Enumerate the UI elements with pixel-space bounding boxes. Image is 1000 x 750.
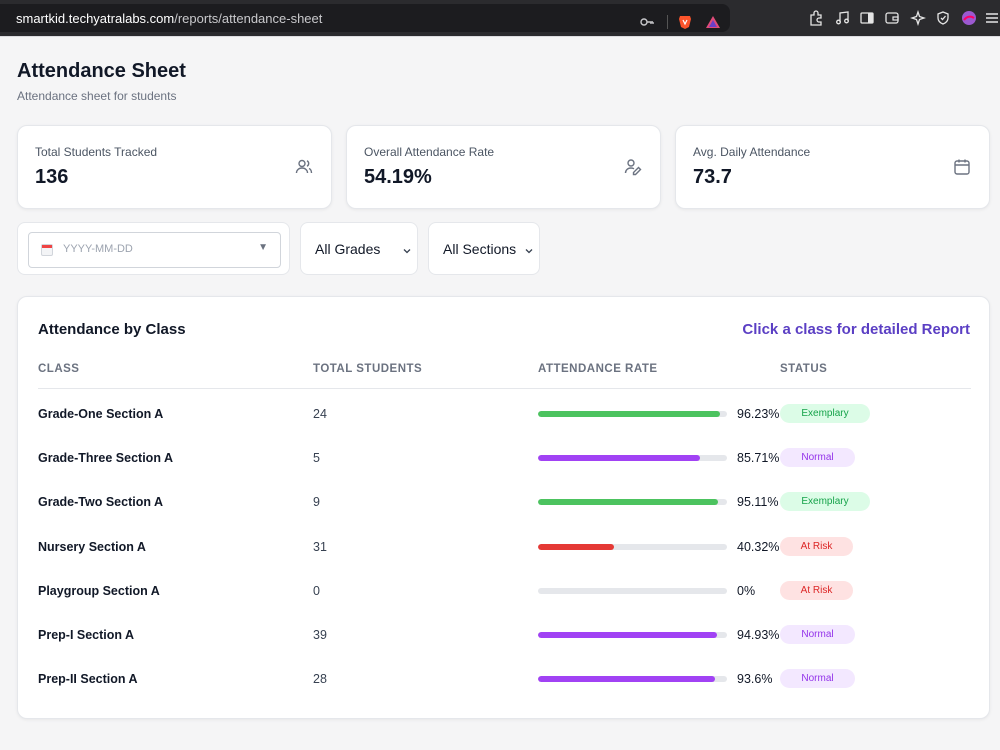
grade-select-value: All Grades [315,241,381,257]
stat-value: 54.19% [364,166,432,188]
address-url[interactable]: smartkid.techyatralabs.com/reports/atten… [16,11,322,26]
address-bar[interactable]: smartkid.techyatralabs.com/reports/atten… [0,4,730,32]
user-edit-icon [623,157,643,177]
status-badge: At Risk [780,581,853,600]
section-select-value: All Sections [443,241,517,257]
extensions-icon[interactable] [807,9,825,27]
page-title: Attendance Sheet [17,60,186,82]
class-name: Prep-I Section A [38,628,135,642]
brave-shield-icon[interactable] [676,13,694,31]
toolbar-divider [0,36,1000,37]
wallet-icon[interactable] [883,9,901,27]
attendance-progress-fill [538,455,700,461]
section-select[interactable]: All Sections [428,222,540,275]
attendance-rate: 0% [737,584,756,598]
attendance-rate: 95.11% [737,495,779,509]
attendance-rate: 94.93% [737,628,780,642]
vpn-shield-icon[interactable] [934,9,952,27]
dropdown-triangle-icon: ▼ [258,242,268,253]
detailed-report-link[interactable]: Click a class for detailed Report [742,321,970,338]
status-badge: At Risk [780,537,853,556]
browser-toolbar: smartkid.techyatralabs.com/reports/atten… [0,0,1000,36]
attendance-rate: 40.32% [737,540,780,554]
total-students: 9 [313,495,320,509]
attendance-progress-bar [538,544,727,550]
users-icon [294,157,314,177]
stat-value: 73.7 [693,166,732,188]
stat-value: 136 [35,166,69,188]
total-students: 31 [313,540,327,554]
class-name: Nursery Section A [38,540,146,554]
table-row[interactable]: Nursery Section A 31 40.32% At Risk [18,533,991,577]
menu-icon[interactable] [983,9,1000,27]
class-name: Grade-One Section A [38,407,164,421]
urlbar-divider [667,13,669,31]
column-header-status: STATUS [780,363,828,375]
column-header-attendance-rate: ATTENDANCE RATE [538,363,658,375]
attendance-table-card: Attendance by Class Click a class for de… [17,296,990,719]
stat-label: Avg. Daily Attendance [693,145,811,159]
status-badge: Exemplary [780,492,870,511]
table-row[interactable]: Grade-Three Section A 5 85.71% Normal [18,444,991,488]
calendar-icon [952,157,972,177]
attendance-progress-fill [538,676,715,682]
attendance-rate: 93.6% [737,672,773,686]
date-placeholder: YYYY-MM-DD [63,243,133,255]
table-title: Attendance by Class [38,321,186,338]
attendance-rate: 85.71% [737,451,780,465]
total-students: 0 [313,584,320,598]
brave-rewards-icon[interactable] [704,13,722,31]
attendance-progress-bar [538,499,727,505]
stat-label: Total Students Tracked [35,145,158,159]
table-row[interactable]: Grade-Two Section A 9 95.11% Exemplary [18,488,991,532]
key-icon[interactable] [638,13,656,31]
date-input[interactable]: YYYY-MM-DD ▼ [28,232,281,268]
stat-card-daily-attendance: Avg. Daily Attendance 73.7 [675,125,990,209]
attendance-progress-fill [538,544,615,550]
attendance-progress-bar [538,588,727,594]
stat-card-attendance-rate: Overall Attendance Rate 54.19% [346,125,661,209]
attendance-progress-bar [538,411,727,417]
url-host: smartkid.techyatralabs.com [16,11,175,26]
table-row[interactable]: Playgroup Section A 0 0% At Risk [18,577,991,621]
table-row[interactable]: Grade-One Section A 24 96.23% Exemplary [18,400,991,444]
table-row[interactable]: Prep-II Section A 28 93.6% Normal [18,665,991,709]
status-badge: Exemplary [780,404,870,423]
sidebar-icon[interactable] [858,9,876,27]
chevron-down-icon [402,243,412,254]
status-badge: Normal [780,669,855,688]
total-students: 28 [313,672,327,686]
class-name: Grade-Two Section A [38,495,164,509]
table-row[interactable]: Prep-I Section A 39 94.93% Normal [18,621,991,665]
attendance-progress-bar [538,632,727,638]
attendance-progress-fill [538,499,718,505]
leo-ai-icon[interactable] [909,9,927,27]
attendance-progress-bar [538,455,727,461]
class-name: Prep-II Section A [38,672,138,686]
calendar-emoji-icon [41,244,53,256]
status-badge: Normal [780,625,855,644]
stat-card-total-students: Total Students Tracked 136 [17,125,332,209]
attendance-rate: 96.23% [737,407,780,421]
page-subtitle: Attendance sheet for students [17,89,177,103]
attendance-progress-fill [538,411,720,417]
profile-avatar-icon[interactable] [960,9,978,27]
status-badge: Normal [780,448,855,467]
total-students: 5 [313,451,320,465]
total-students: 24 [313,407,327,421]
date-filter-box: YYYY-MM-DD ▼ [17,222,290,275]
column-header-class: CLASS [38,363,80,375]
header-divider [38,388,971,389]
grade-select[interactable]: All Grades [300,222,418,275]
class-name: Grade-Three Section A [38,451,173,465]
column-header-total-students: TOTAL STUDENTS [313,363,423,375]
url-path: /reports/attendance-sheet [174,11,323,26]
music-icon[interactable] [833,9,851,27]
attendance-progress-fill [538,632,718,638]
class-name: Playgroup Section A [38,584,160,598]
attendance-progress-bar [538,676,727,682]
chevron-down-icon [524,243,534,254]
total-students: 39 [313,628,327,642]
stat-label: Overall Attendance Rate [364,145,495,159]
